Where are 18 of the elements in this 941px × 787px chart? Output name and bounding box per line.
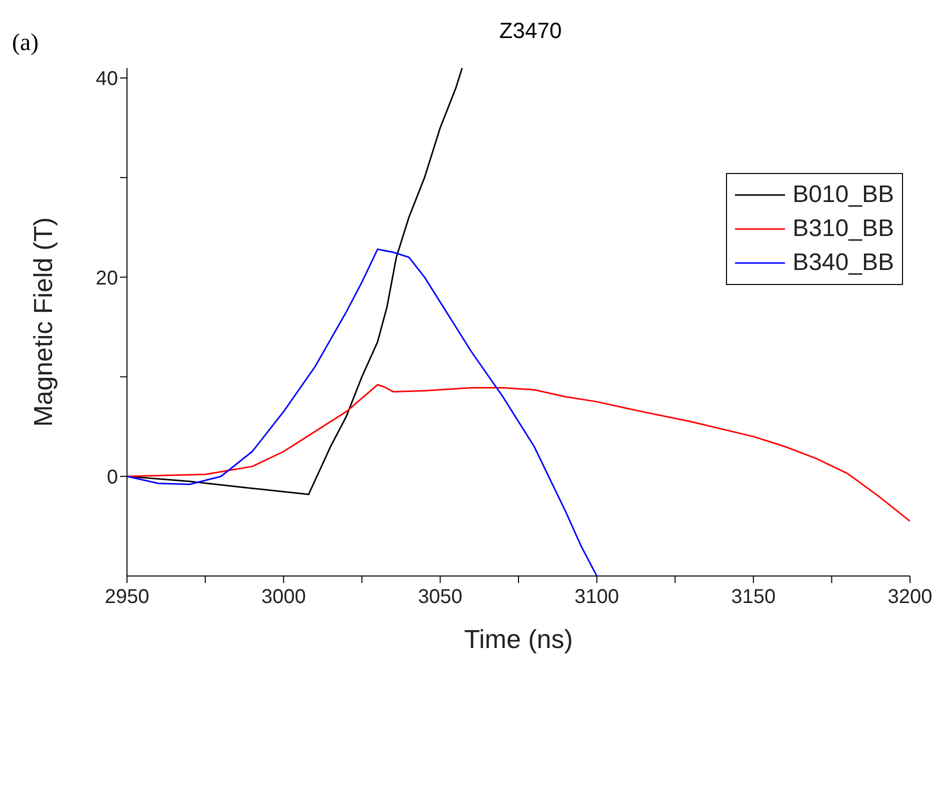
line-series [127, 248, 598, 576]
y-axis-title: Magnetic Field (T) [28, 217, 58, 427]
y-tick-label: 0 [106, 466, 118, 488]
line-series [127, 384, 910, 522]
x-tick-label: 3100 [574, 586, 620, 608]
legend-label: B340_BB [792, 248, 894, 278]
y-tick-label: 20 [96, 267, 118, 290]
y-tick-label: 40 [96, 68, 118, 90]
x-tick-label: 3050 [418, 586, 462, 608]
x-tick-label: 3150 [731, 586, 776, 608]
chart-title: Z3470 [498, 18, 563, 44]
x-tick-label: 3000 [261, 586, 306, 608]
legend-label: B010_BB [792, 180, 894, 210]
x-tick-label: 2950 [104, 586, 150, 608]
text: (a) [12, 30, 39, 57]
legend-label: B310_BB [792, 214, 894, 244]
x-axis-title: Time (ns) [464, 624, 573, 654]
x-tick-label: 3200 [888, 586, 932, 608]
